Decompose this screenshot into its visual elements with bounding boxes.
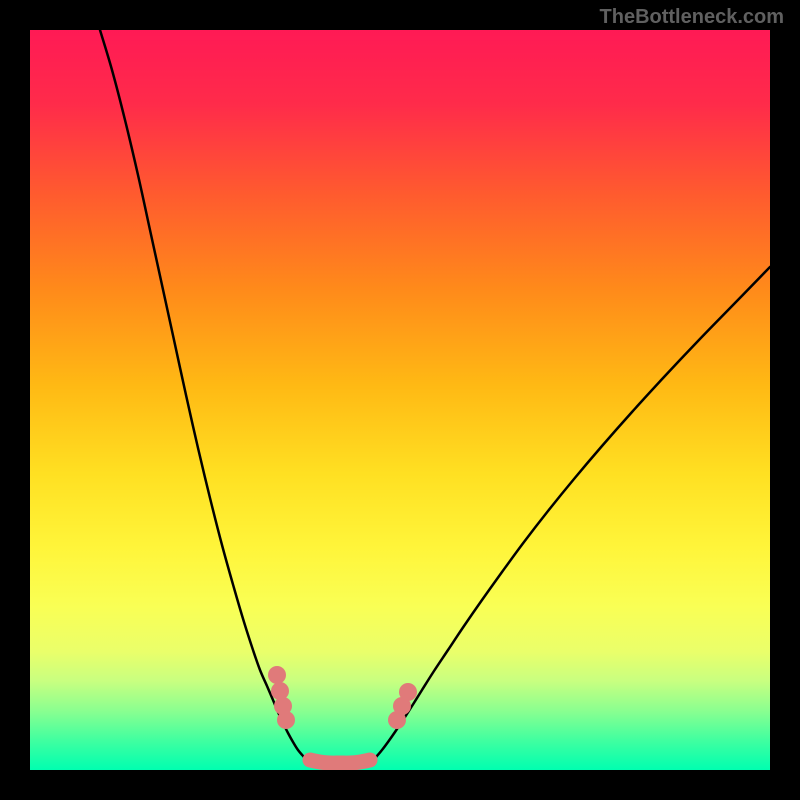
curve-marker-dot [399, 683, 417, 701]
bottleneck-curve-chart [30, 30, 770, 770]
curve-marker-dot [271, 682, 289, 700]
watermark-text: TheBottleneck.com [600, 6, 784, 29]
curve-marker-dot [277, 711, 295, 729]
curve-marker-dot [268, 666, 286, 684]
optimal-zone-marker [310, 760, 370, 763]
left-bottleneck-line [100, 30, 310, 763]
right-bottleneck-line [370, 267, 770, 763]
plot-area [30, 30, 770, 770]
